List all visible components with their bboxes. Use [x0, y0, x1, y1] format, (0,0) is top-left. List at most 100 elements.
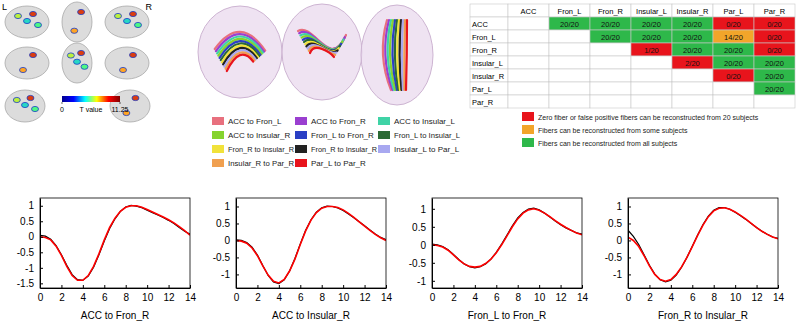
table-cell	[631, 17, 672, 30]
tick-label: 12	[360, 292, 372, 303]
tick-label: 1	[224, 201, 230, 212]
legend-label: Insular_L to Par_L	[394, 145, 460, 154]
cell-value: 2/20	[685, 59, 700, 68]
tick: 10	[142, 285, 154, 303]
plot-frame	[432, 198, 582, 288]
cell-value: 20/20	[601, 33, 620, 42]
tick-label: 0.5	[608, 218, 622, 229]
table-cell	[470, 30, 508, 43]
tick-label: 0	[38, 292, 44, 303]
row-header: Fron_R	[472, 46, 498, 55]
x-axis: 02468101214	[430, 285, 589, 303]
tick-label: 4	[277, 292, 283, 303]
tick: 8	[123, 285, 129, 303]
column-header: Par_R	[764, 7, 786, 16]
tick: 2	[255, 285, 261, 303]
legend-swatch	[295, 117, 307, 125]
plot-area	[628, 208, 778, 282]
tick-mark	[582, 285, 583, 288]
tick: 10	[338, 285, 350, 303]
tick-label: 6	[298, 292, 304, 303]
legend-swatch	[212, 131, 224, 139]
tick-label: 1	[616, 201, 622, 212]
fiber-tract	[402, 20, 403, 90]
table-cell	[549, 30, 590, 43]
tick: 2	[451, 285, 457, 303]
tick-label: 8	[515, 292, 521, 303]
table-cell	[713, 69, 754, 82]
cell-value: 20/20	[683, 20, 702, 29]
tick: 8	[515, 285, 521, 303]
tick-mark	[628, 274, 631, 275]
tick-mark	[539, 285, 540, 288]
tick-mark	[343, 285, 344, 288]
colorbar-tick-label: 0	[60, 106, 64, 113]
table-cell	[754, 43, 795, 56]
tick-mark	[432, 227, 435, 228]
axis-line	[41, 288, 191, 289]
activation-blob	[74, 59, 81, 64]
tick-mark	[40, 268, 43, 269]
tick-label: 6	[494, 292, 500, 303]
tick-label: 10	[338, 292, 350, 303]
table-cell	[590, 17, 631, 30]
cell-value: 0/20	[767, 20, 782, 29]
tick: 6	[494, 285, 500, 303]
tick: 0	[28, 231, 43, 242]
tick-label: 8	[711, 292, 717, 303]
legend-label: Fron_L to Insular_L	[394, 131, 461, 140]
tick: 0	[616, 235, 631, 246]
activation-blob	[135, 22, 142, 27]
legend-label: Par_L to Par_R	[311, 159, 366, 168]
table-cell	[631, 30, 672, 43]
tick-label: 10	[730, 292, 742, 303]
colorbar-label: T value	[80, 106, 103, 113]
hemisphere-label: R	[146, 2, 153, 12]
line-chart: 02468101214-1.5-1-0.500.51ACC to Fron_R	[17, 198, 197, 321]
legend-swatch	[212, 159, 224, 167]
tick-mark	[671, 285, 672, 288]
table-cell	[713, 4, 754, 17]
tick: 0.5	[412, 222, 435, 233]
tick: 12	[164, 285, 176, 303]
fiber-panel	[198, 4, 433, 105]
tick-label: 10	[534, 292, 546, 303]
table-legend: Zero fiber or false positive fibers can …	[522, 112, 759, 148]
tick-label: 14	[773, 292, 785, 303]
tick-mark	[628, 240, 631, 241]
legend-swatch	[295, 145, 307, 153]
activation-blob	[78, 9, 85, 14]
y-axis: -1-0.500.51	[409, 199, 435, 289]
cell-value: 20/20	[560, 20, 579, 29]
tick: 4	[473, 285, 479, 303]
legend-swatch	[378, 145, 390, 153]
tick: -1.5	[17, 278, 43, 289]
row-header: Par_R	[472, 98, 494, 107]
activation-blob	[27, 95, 34, 100]
table-cell	[549, 69, 590, 82]
table-cell	[508, 69, 549, 82]
table-cell	[470, 4, 508, 17]
activation-blob	[115, 13, 122, 18]
tick-label: 14	[381, 292, 393, 303]
tick-label: 2	[647, 292, 653, 303]
legend-label: Fron_L to Fron_R	[311, 131, 374, 140]
table-cell	[672, 56, 713, 69]
cell-value: 20/20	[601, 20, 620, 29]
row-header: Fron_L	[472, 33, 496, 42]
table-cell	[672, 43, 713, 56]
tick-label: 0.5	[20, 216, 34, 227]
axis-line	[629, 288, 779, 289]
tick-mark	[628, 223, 631, 224]
tick-mark	[432, 281, 435, 282]
column-header: Insular_L	[636, 7, 667, 16]
x-axis-title: ACC to Fron_R	[81, 310, 149, 321]
tick-mark	[778, 285, 779, 288]
cell-value: 20/20	[642, 33, 661, 42]
fiber-tract	[403, 20, 406, 90]
table-cell	[590, 4, 631, 17]
activation-blob	[67, 53, 74, 58]
tick-label: 0	[224, 235, 230, 246]
brain-surface	[62, 43, 92, 83]
table-cell	[549, 56, 590, 69]
